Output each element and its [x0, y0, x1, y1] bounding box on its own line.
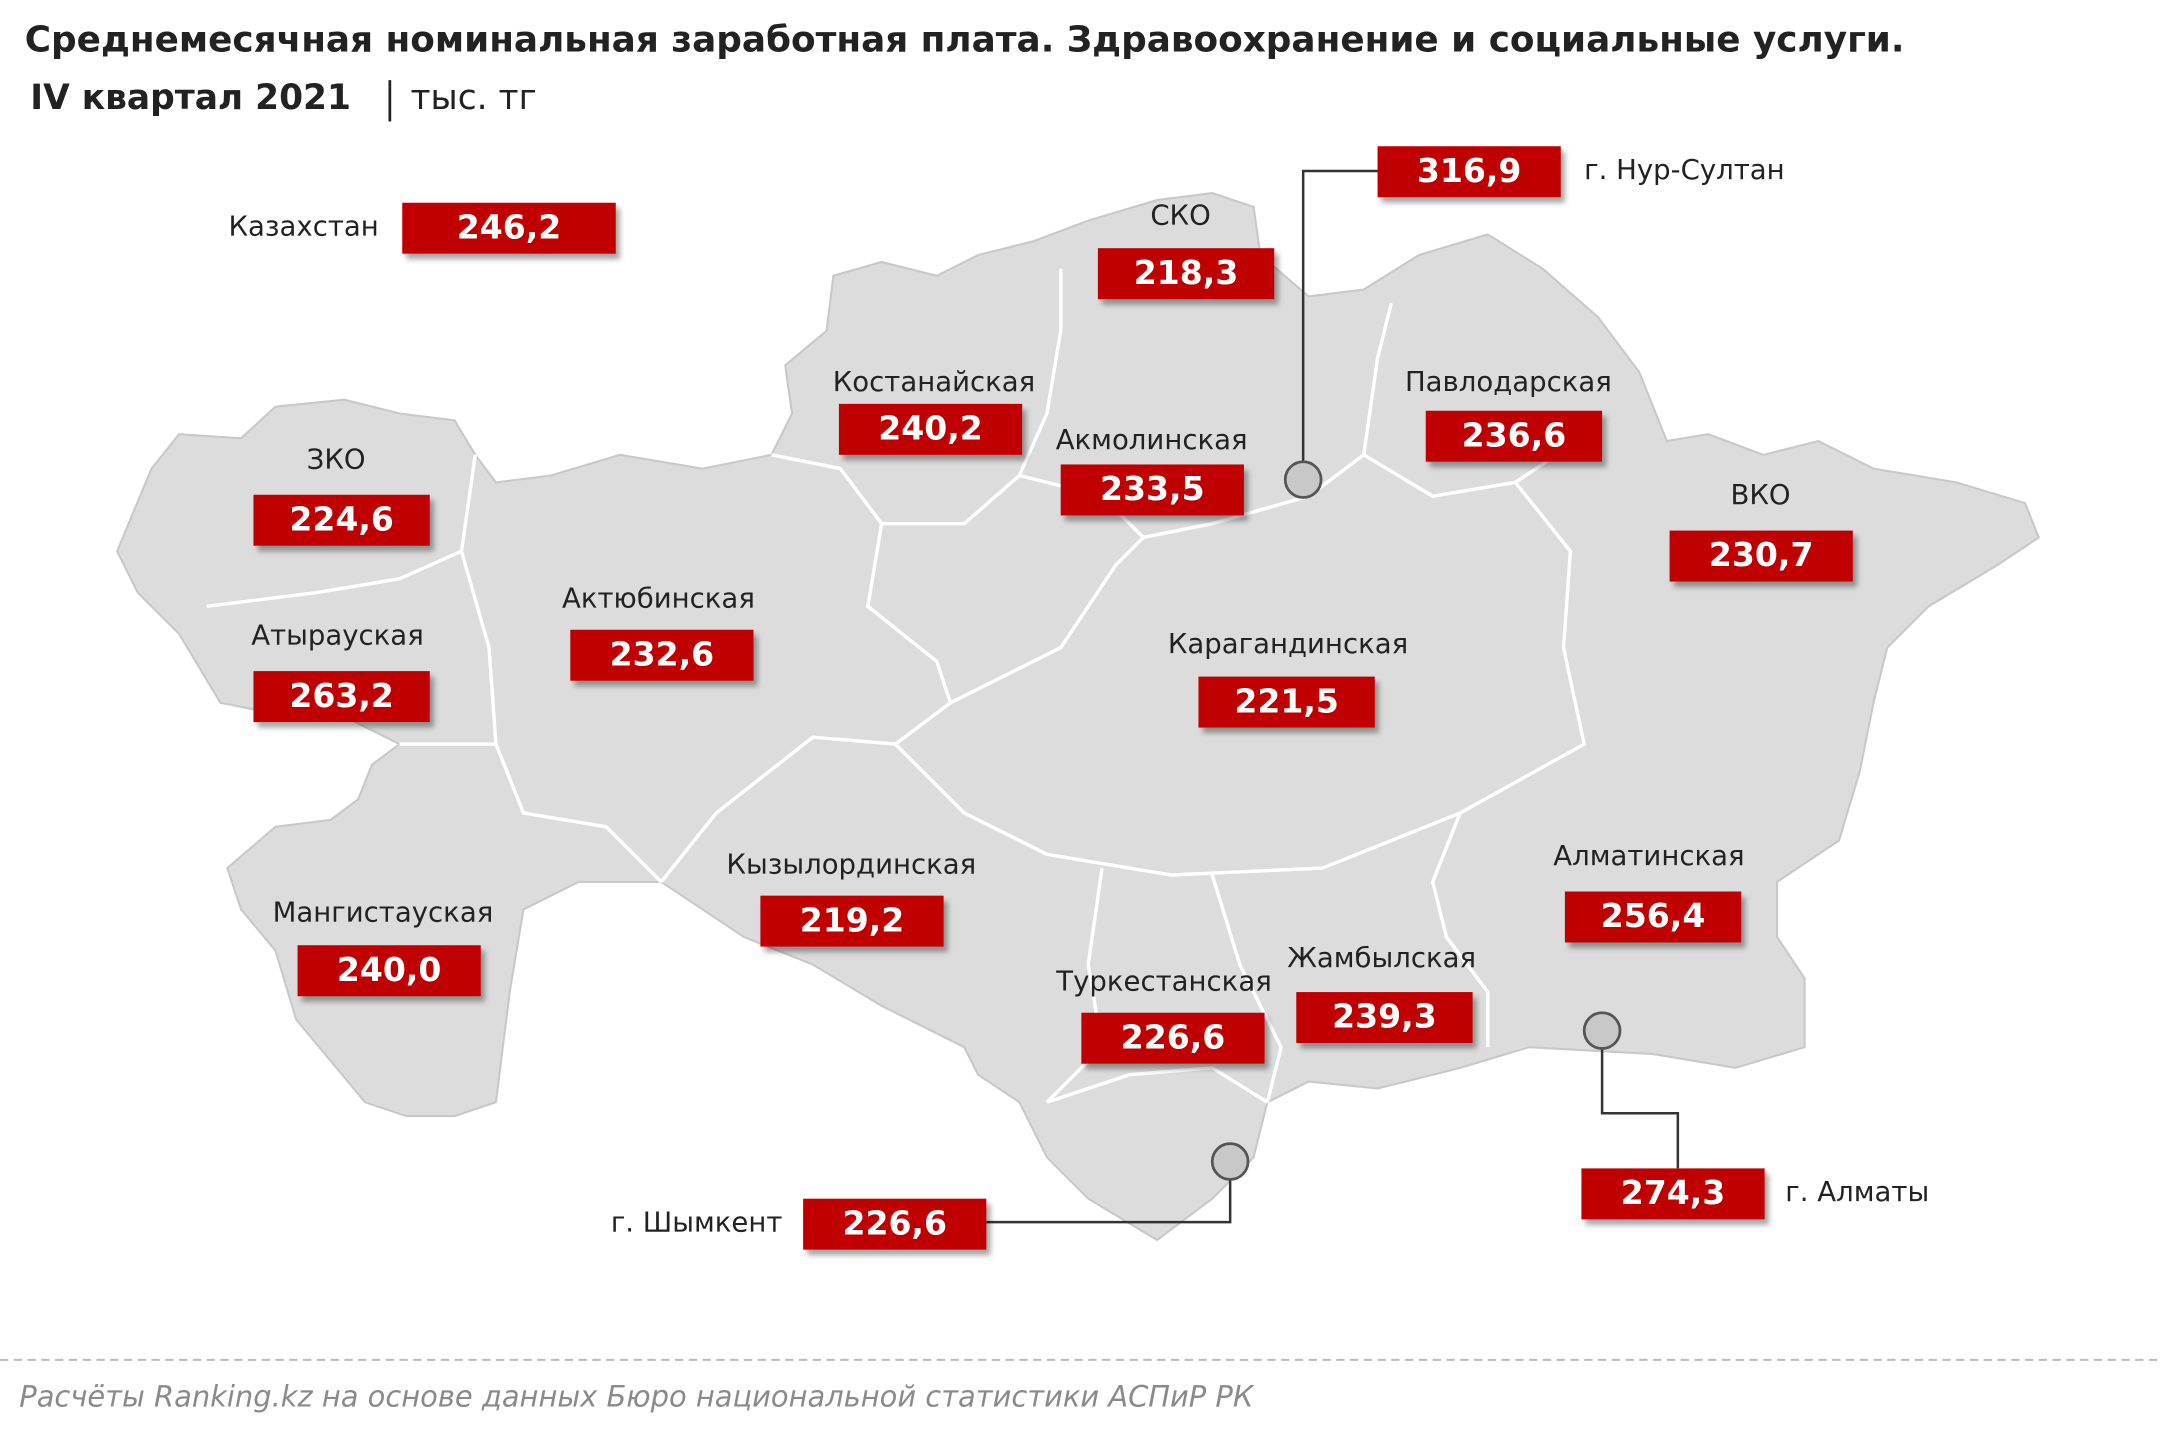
region-value: 240,2 — [878, 409, 983, 448]
region-name: Казахстан — [228, 211, 378, 243]
value-box — [1377, 146, 1561, 198]
value-box — [838, 403, 1023, 455]
region-name: Кызылординская — [726, 848, 976, 880]
region-name: ВКО — [1730, 479, 1790, 511]
region-name: Костанайская — [833, 366, 1036, 398]
value-box — [1060, 464, 1244, 516]
region-name: ЗКО — [307, 443, 366, 475]
value-box — [1669, 530, 1853, 582]
region-value: 224,6 — [289, 499, 394, 538]
value-box — [1081, 1012, 1265, 1064]
region-value: 256,4 — [1601, 896, 1706, 935]
value-box — [1296, 992, 1473, 1044]
region-name: Атырауская — [251, 620, 424, 652]
region-value: 232,6 — [610, 634, 715, 673]
region-name: СКО — [1150, 200, 1210, 232]
value-box — [803, 1198, 987, 1250]
region-name: Туркестанская — [1055, 965, 1272, 997]
value-box — [1425, 410, 1603, 462]
region-name: Карагандинская — [1168, 628, 1408, 660]
region-value: 316,9 — [1417, 151, 1522, 190]
connector — [986, 1178, 1232, 1224]
city-marker — [1283, 460, 1323, 499]
region-value: 236,6 — [1462, 415, 1567, 454]
unit: тыс. тг — [411, 78, 537, 118]
region-value: 246,2 — [457, 207, 562, 246]
region-value: 230,7 — [1709, 535, 1814, 574]
value-box — [1564, 891, 1742, 943]
region-name: Актюбинская — [562, 582, 755, 614]
connector — [1301, 169, 1378, 464]
region-value: 240,0 — [337, 950, 442, 989]
region-name: г. Алматы — [1785, 1176, 1929, 1208]
region-value: 226,6 — [1121, 1017, 1226, 1056]
region-value: 219,2 — [800, 900, 905, 939]
region-value: 233,5 — [1100, 469, 1205, 508]
region-name: Мангистауская — [273, 897, 494, 929]
region-value: 218,3 — [1134, 253, 1239, 292]
city-marker — [1210, 1142, 1250, 1181]
region-name: Алматинская — [1553, 840, 1744, 872]
value-box — [1198, 676, 1375, 728]
value-box — [253, 494, 430, 546]
period: IV квартал 2021 — [30, 78, 351, 118]
value-box — [1097, 248, 1275, 300]
connector — [1600, 1047, 1680, 1169]
region-value: 239,3 — [1332, 997, 1437, 1036]
value-box — [1581, 1168, 1765, 1220]
value-box — [297, 945, 481, 997]
region-name: г. Нур-Султан — [1584, 154, 1785, 186]
regions-layer: Казахстан 246,2 СКО 218,3 г. Нур-Султан 316,9… — [228, 146, 1929, 1250]
region-value: 226,6 — [842, 1203, 947, 1242]
region-value: 263,2 — [289, 676, 394, 715]
region-name: Жамбылская — [1287, 942, 1476, 974]
value-box — [253, 671, 430, 723]
title: Среднемесячная номинальная заработная пл… — [25, 20, 1905, 61]
region-value: 274,3 — [1621, 1173, 1726, 1212]
region-value: 221,5 — [1234, 681, 1339, 720]
region-name: г. Шымкент — [611, 1206, 783, 1238]
footer: Расчёты Ranking.kz на основе данных Бюро… — [19, 1379, 1255, 1413]
region-name: Акмолинская — [1056, 424, 1248, 456]
region-borders — [206, 268, 1587, 1104]
value-box — [402, 202, 616, 254]
region-name: Павлодарская — [1405, 366, 1612, 398]
value-box — [760, 895, 944, 947]
value-box — [570, 629, 754, 681]
city-marker — [1582, 1011, 1622, 1050]
